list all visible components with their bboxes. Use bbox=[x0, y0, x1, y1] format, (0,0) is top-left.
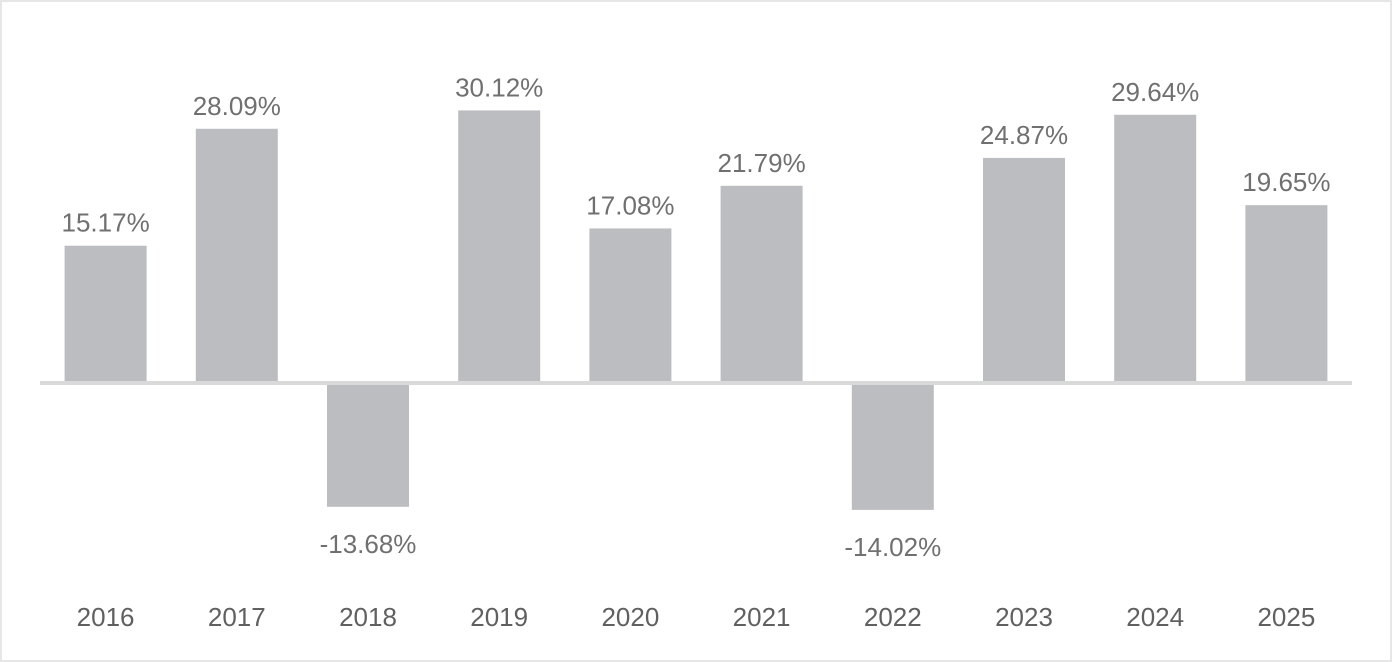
bar-2019 bbox=[458, 110, 541, 383]
value-label-2021: 21.79% bbox=[718, 148, 806, 178]
x-tick-label-2016: 2016 bbox=[77, 602, 135, 632]
bars-group bbox=[64, 110, 1328, 510]
bar-2023 bbox=[983, 157, 1065, 383]
x-tick-label-2022: 2022 bbox=[864, 602, 922, 632]
x-tick-label-2019: 2019 bbox=[470, 602, 528, 632]
bar-2021 bbox=[720, 185, 803, 383]
bar-2024 bbox=[1114, 114, 1197, 384]
x-tick-label-2018: 2018 bbox=[339, 602, 397, 632]
x-tick-label-2020: 2020 bbox=[601, 602, 659, 632]
value-label-2016: 15.17% bbox=[62, 208, 150, 238]
value-label-2024: 29.64% bbox=[1111, 77, 1199, 107]
value-label-2020: 17.08% bbox=[586, 190, 674, 220]
x-tick-label-2023: 2023 bbox=[995, 602, 1053, 632]
bar-2020 bbox=[589, 228, 672, 383]
bar-2018 bbox=[327, 383, 409, 507]
bar-2017 bbox=[195, 128, 278, 383]
value-label-2022: -14.02% bbox=[844, 532, 941, 562]
bar-2025 bbox=[1245, 205, 1328, 383]
x-tick-label-2021: 2021 bbox=[733, 602, 791, 632]
value-label-2023: 24.87% bbox=[980, 120, 1068, 150]
value-label-2019: 30.12% bbox=[455, 72, 543, 102]
value-label-2018: -13.68% bbox=[320, 529, 417, 559]
x-tick-label-2024: 2024 bbox=[1126, 602, 1184, 632]
value-label-2025: 19.65% bbox=[1242, 167, 1330, 197]
bar-2022 bbox=[851, 383, 934, 510]
value-labels-group: 15.17% 28.09% -13.68% 30.12% 17.08% 21.79% -14… bbox=[62, 72, 1331, 561]
bar-2016 bbox=[64, 245, 147, 383]
x-tick-labels-group: 2016 2017 2018 2019 2020 2021 2022 2023 2024 2025 bbox=[77, 602, 1316, 632]
x-tick-label-2025: 2025 bbox=[1257, 602, 1315, 632]
x-tick-label-2017: 2017 bbox=[208, 602, 266, 632]
value-label-2017: 28.09% bbox=[193, 91, 281, 121]
